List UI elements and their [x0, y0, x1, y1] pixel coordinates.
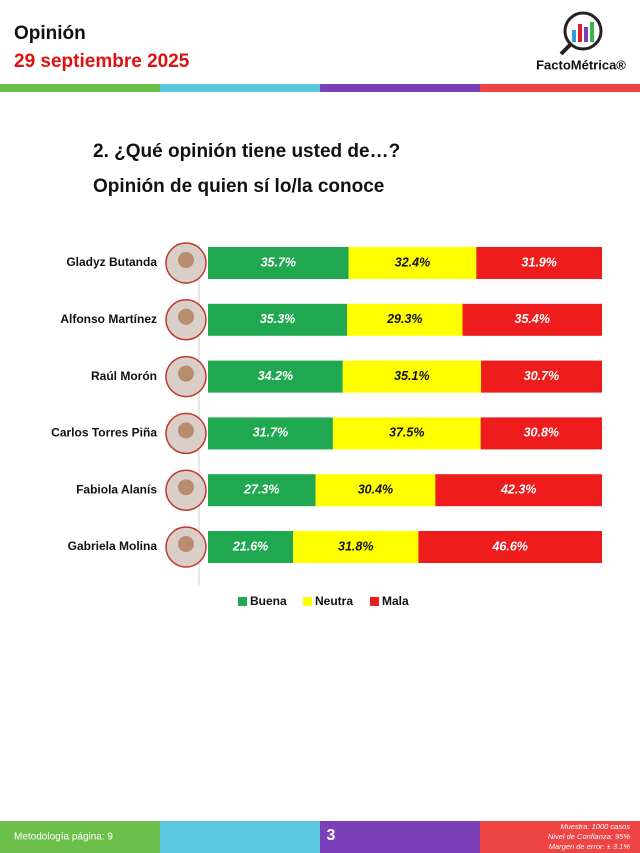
value-label: 31.7%: [253, 426, 288, 440]
logo-text: FactoMétrica®: [536, 57, 626, 72]
legend-swatch: [238, 597, 247, 606]
bar-segment: [208, 417, 333, 450]
photo-face: [178, 479, 194, 496]
legend-label: Buena: [250, 594, 287, 608]
page-number: 3: [327, 827, 336, 844]
category-label: Raúl Morón: [91, 369, 157, 383]
value-label: 35.4%: [515, 312, 550, 326]
bar-segment: [348, 247, 477, 279]
bar-segment: [315, 474, 436, 507]
value-label: 35.3%: [260, 312, 295, 326]
photo-face: [178, 308, 194, 325]
value-label: 37.5%: [389, 426, 424, 440]
section-title: Opinión: [14, 23, 86, 44]
category-label: Gladyz Butanda: [66, 255, 157, 269]
photo-face: [178, 365, 194, 382]
value-label: 30.4%: [358, 482, 393, 496]
category-label: Alfonso Martínez: [60, 312, 157, 326]
bar-segment: [476, 247, 602, 279]
bar-segment: [208, 360, 343, 393]
logo-icon: [559, 11, 603, 56]
value-label: 32.4%: [395, 255, 430, 269]
category-label: Fabiola Alanís: [76, 482, 157, 496]
value-label: 30.8%: [524, 426, 559, 440]
photo-face: [178, 422, 194, 439]
bar-segment: [480, 417, 602, 450]
value-label: 31.9%: [521, 255, 556, 269]
photo-face: [178, 536, 194, 552]
bar-segment: [347, 303, 463, 336]
value-label: 42.3%: [500, 482, 536, 496]
value-label: 35.7%: [261, 255, 296, 269]
footer-note: Nivel de Confianza: 95%: [548, 832, 630, 841]
category-label: Gabriela Molina: [68, 539, 158, 553]
footer-note: Muestra: 1000 casos: [560, 822, 630, 831]
bar-segment: [208, 303, 348, 336]
category-label: Carlos Torres Piña: [51, 426, 157, 440]
bar-segment: [342, 360, 482, 393]
legend-swatch: [303, 597, 312, 606]
value-label: 29.3%: [386, 312, 422, 326]
photo-face: [178, 252, 194, 268]
bar-segment: [208, 247, 349, 279]
bar-segment: [332, 417, 481, 450]
value-label: 34.2%: [258, 369, 293, 383]
methodology: Metodología página: 9: [14, 832, 113, 843]
bar-segment: [208, 474, 316, 507]
date: 29 septiembre 2025: [14, 51, 190, 72]
value-label: 30.7%: [524, 369, 559, 383]
bars: Gladyz Butanda 35.7% 32.4% 31.9% Alfonso Mar…: [51, 242, 602, 568]
value-label: 46.6%: [491, 539, 527, 553]
bar-segment: [418, 531, 602, 563]
legend-swatch: [370, 597, 379, 606]
legend-label: Mala: [382, 594, 409, 608]
bar-segment: [481, 360, 602, 393]
value-label: 21.6%: [232, 539, 268, 553]
value-label: 35.1%: [394, 369, 429, 383]
bar-segment: [208, 531, 294, 563]
bar-segment: [293, 531, 419, 563]
value-label: 31.8%: [338, 539, 373, 553]
chart-subtitle: Opinión de quien sí lo/la conoce: [93, 176, 384, 197]
footer-note: Margen de error: ± 3.1%: [549, 842, 631, 851]
legend: Buena Neutra Mala: [238, 594, 409, 608]
chart-title: 2. ¿Qué opinión tiene usted de…?: [93, 141, 400, 162]
color-strip: [0, 84, 640, 92]
bar-segment: [435, 474, 602, 507]
legend-label: Neutra: [315, 594, 353, 608]
value-label: 27.3%: [243, 482, 279, 496]
bar-segment: [462, 303, 602, 336]
footer: Metodología página: 9 3 Muestra: 1000 ca…: [0, 821, 640, 853]
